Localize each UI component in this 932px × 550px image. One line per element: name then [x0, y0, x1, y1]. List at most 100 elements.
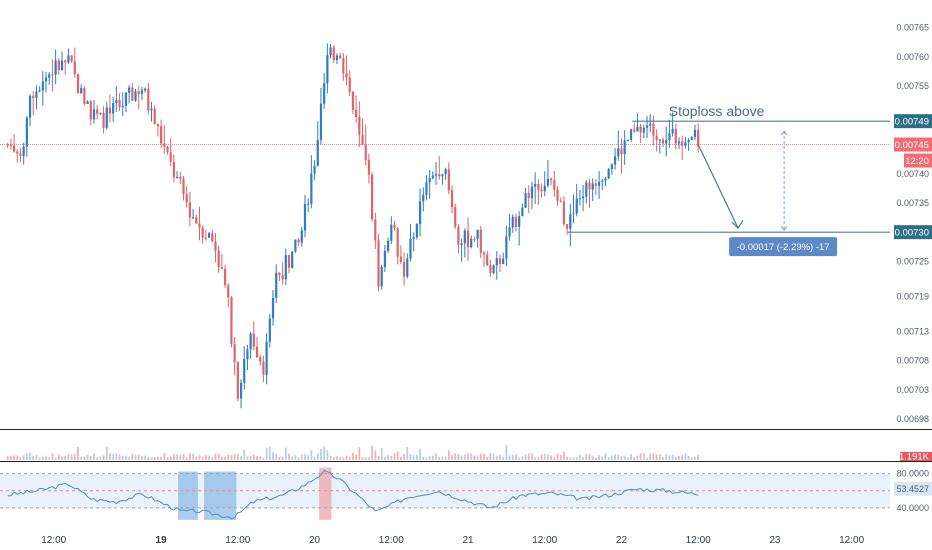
candle-body [511, 216, 514, 228]
volume-bar [294, 455, 297, 460]
volume-bar [109, 453, 111, 460]
volume-bar [694, 456, 696, 460]
time-tick-label: 12:00 [379, 535, 404, 546]
volume-bar [601, 456, 604, 460]
candle-body [179, 176, 182, 179]
volume-bar [57, 454, 60, 460]
volume-bar [246, 455, 249, 460]
volume-bar [591, 455, 594, 460]
volume-bar [93, 453, 95, 460]
volume-bar [553, 457, 556, 460]
volume-bar [415, 454, 418, 460]
volume-bar [137, 455, 140, 460]
candle-body [35, 91, 38, 98]
candle-body [649, 123, 652, 126]
candle-body [112, 103, 115, 114]
volume-bar [89, 455, 92, 460]
candle-body [546, 178, 550, 186]
candle-body [108, 107, 112, 114]
volume-bar [284, 447, 287, 460]
rsi-oversold-zone [178, 471, 198, 520]
candle-body [620, 148, 623, 155]
price-tick-label: 0.00760 [896, 52, 929, 62]
volume-bar [687, 455, 690, 460]
candle-body [610, 164, 613, 170]
volume-bar [639, 453, 642, 460]
candle-body [284, 255, 287, 280]
candle-body [498, 258, 502, 265]
volume-bar [486, 456, 489, 460]
candle-body [652, 123, 655, 136]
volume-bar [38, 457, 41, 460]
candle-body [594, 183, 597, 186]
volume-bar [572, 457, 575, 460]
candle-body [89, 101, 92, 120]
time-axis: 12:00 19 12:00 20 12:00 21 12:00 22 12:00 23 12:00 [41, 535, 864, 546]
candle-body [380, 266, 383, 287]
candle-body [591, 183, 594, 190]
candle-body [57, 60, 60, 71]
candle-body [540, 189, 543, 192]
candle-body [559, 200, 562, 202]
volume-bar [297, 457, 300, 460]
volume-bar [681, 455, 684, 460]
candle-body [195, 217, 198, 224]
price-tick-label: 0.00698 [896, 414, 929, 424]
volume-bar [316, 453, 319, 460]
volume-bar [483, 453, 485, 460]
volume-bar [467, 453, 469, 460]
candle-body [137, 91, 140, 94]
candle-body [217, 250, 220, 268]
candle-body [556, 189, 559, 201]
volume-bar [9, 455, 12, 460]
candle-body [223, 268, 227, 286]
price-tick-label: 0.00713 [896, 327, 929, 337]
candle-body [348, 77, 351, 92]
volume-bar [598, 455, 600, 460]
volume-bar [671, 454, 674, 460]
countdown-label: 12:20 [905, 156, 929, 167]
candle-body [671, 128, 674, 134]
candle-body [25, 117, 28, 147]
candle-body [124, 92, 128, 106]
volume-bar [131, 453, 134, 460]
candle-body [345, 73, 348, 78]
volume-bar [451, 455, 453, 460]
volume-bar [29, 452, 31, 460]
volume-bar [160, 456, 163, 460]
trade-annotations[interactable]: Stoploss above -0.00017 (-2.29%) -17 [567, 103, 890, 257]
price-tick-label: 0.00740 [896, 169, 929, 179]
candle-body [393, 224, 396, 229]
volume-bar [179, 455, 182, 460]
volume-bar [697, 454, 700, 460]
price-tick-label: 0.00725 [896, 256, 929, 266]
volume-bar [403, 454, 405, 460]
measure-label: -0.00017 (-2.29%) -17 [737, 242, 830, 253]
volume-bar [220, 456, 223, 460]
candle-body [140, 90, 144, 94]
candle-body [153, 108, 156, 125]
candle-body [674, 128, 677, 144]
volume-bar [307, 455, 310, 460]
candle-body [377, 240, 380, 287]
volume-bar [192, 453, 194, 460]
candle-body [329, 47, 332, 56]
candle-body [67, 55, 70, 63]
candle-body [236, 362, 239, 399]
volume-bar [166, 457, 169, 460]
volume-bar [655, 454, 658, 460]
candle-body [32, 95, 35, 98]
volume-bar [438, 457, 441, 460]
candle-body [521, 207, 524, 217]
candle-body [86, 101, 89, 104]
candle-body [534, 184, 537, 187]
candle-body [342, 58, 345, 74]
volume-bar [511, 454, 514, 460]
candle-body [166, 146, 169, 153]
candle-body [495, 258, 498, 266]
volume-bar [54, 457, 57, 460]
candle-body [287, 255, 291, 268]
candle-body [431, 175, 434, 178]
candle-body [160, 126, 163, 144]
